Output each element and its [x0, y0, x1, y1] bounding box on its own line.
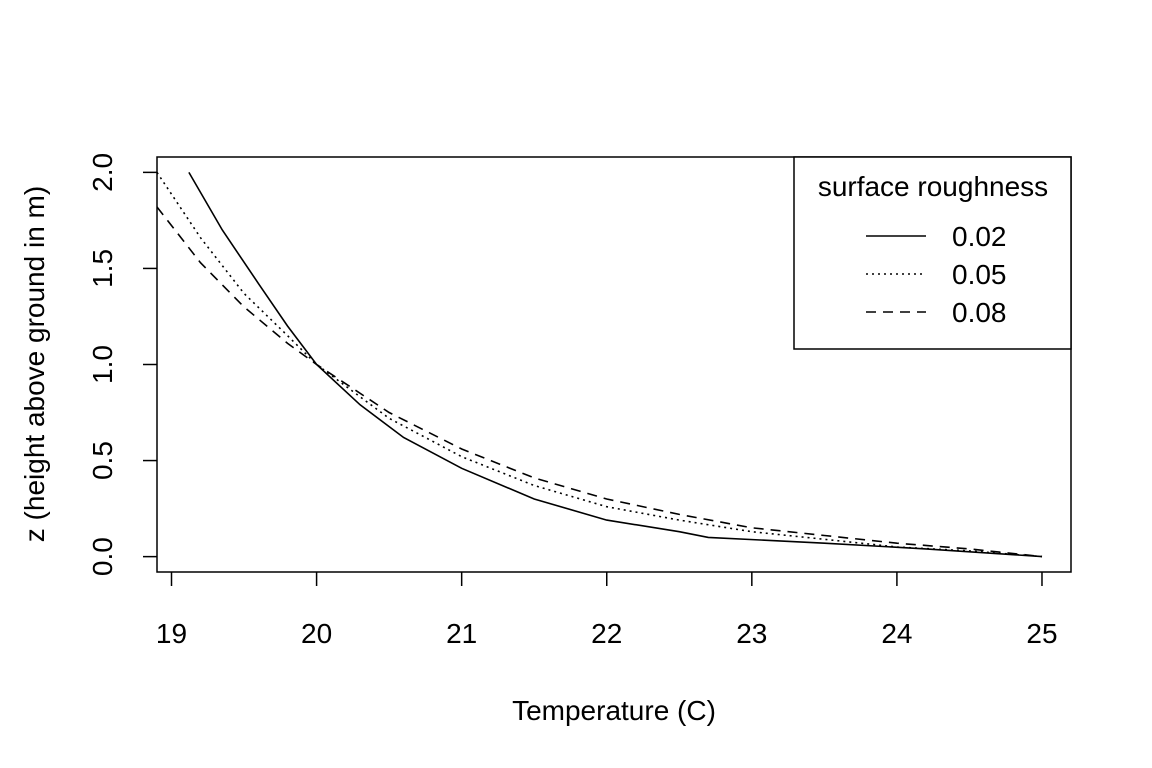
y-axis: 0.0 0.5 1.0 1.5 2.0 [87, 153, 157, 576]
legend-items: 0.02 0.05 0.08 [866, 221, 1007, 328]
y-tick-label: 1.5 [87, 249, 118, 288]
series-line-0.05 [157, 171, 1043, 558]
y-axis-label: z (height above ground in m) [19, 186, 50, 542]
x-tick-label: 25 [1026, 618, 1057, 649]
legend-label: 0.05 [952, 259, 1007, 290]
legend-label: 0.02 [952, 221, 1007, 252]
x-tick-label: 22 [591, 618, 622, 649]
series-layer [157, 171, 1043, 558]
legend: surface roughness 0.02 0.05 0.08 [793, 156, 1072, 350]
y-tick-label: 0.0 [87, 537, 118, 576]
x-axis: 19 20 21 22 23 24 25 [156, 572, 1058, 649]
x-tick-label: 24 [881, 618, 912, 649]
y-tick-label: 2.0 [87, 153, 118, 192]
legend-box [793, 156, 1072, 350]
series-line-0.08 [157, 206, 1043, 558]
x-tick-label: 20 [301, 618, 332, 649]
series-line-0.02 [188, 171, 1043, 558]
x-tick-label: 19 [156, 618, 187, 649]
x-tick-label: 23 [736, 618, 767, 649]
x-axis-label: Temperature (C) [512, 695, 716, 726]
legend-label: 0.08 [952, 297, 1007, 328]
y-tick-label: 1.0 [87, 345, 118, 384]
y-tick-label: 0.5 [87, 441, 118, 480]
x-tick-label: 21 [446, 618, 477, 649]
legend-title: surface roughness [818, 171, 1048, 202]
